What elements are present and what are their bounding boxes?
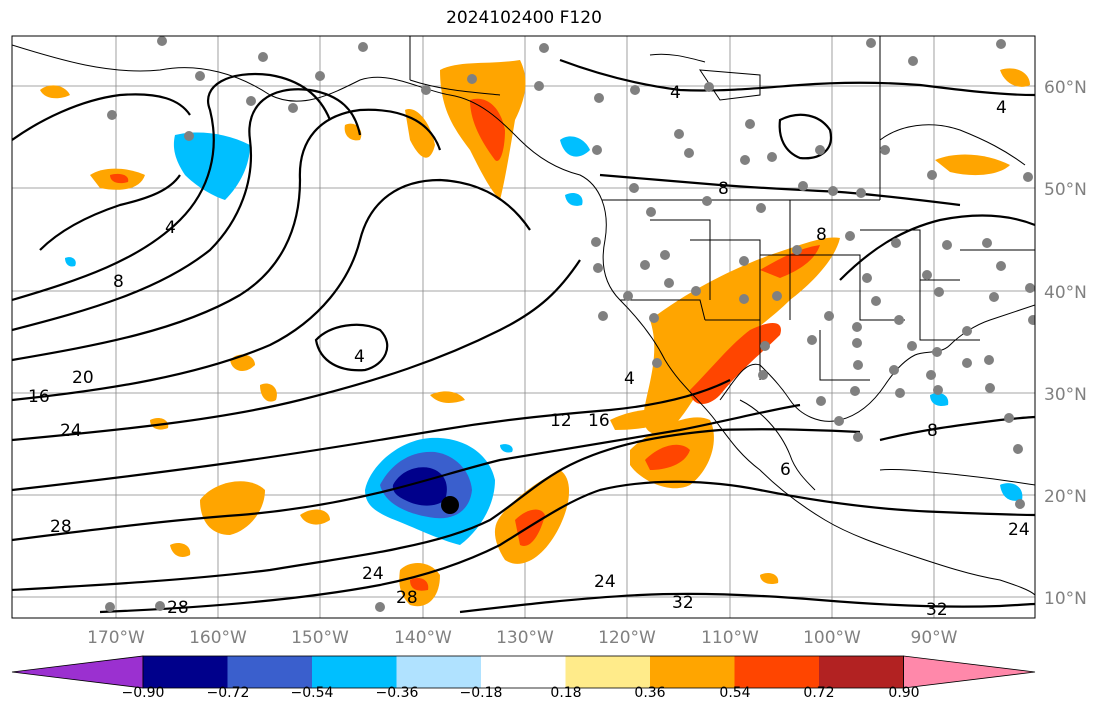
contour-label: 32 bbox=[926, 600, 948, 620]
colorbar-segment bbox=[143, 656, 228, 688]
contour-label: 6 bbox=[780, 460, 791, 480]
lat-label: 20°N bbox=[1044, 487, 1087, 507]
contour-label: 4 bbox=[996, 98, 1007, 118]
colorbar-label: 0.18 bbox=[550, 685, 581, 701]
lat-label: 40°N bbox=[1044, 283, 1087, 303]
colorbar-segment bbox=[903, 655, 1036, 689]
lat-label: 30°N bbox=[1044, 385, 1087, 405]
colorbar-segment bbox=[819, 656, 904, 688]
lon-label: 140°W bbox=[394, 628, 452, 648]
colorbar-segment bbox=[481, 656, 566, 688]
contour-label-group: 8 4 20 16 24 28 28 24 28 12 16 24 32 32 … bbox=[28, 83, 1030, 620]
colorbar-label: 0.90 bbox=[888, 685, 919, 701]
colorbar-segment bbox=[312, 656, 397, 688]
contour-label: 24 bbox=[60, 421, 82, 441]
contour-label: 28 bbox=[396, 588, 418, 608]
lat-label: 50°N bbox=[1044, 180, 1087, 200]
contour-label: 12 bbox=[550, 411, 572, 431]
contour-label: 8 bbox=[113, 272, 124, 292]
contour-label: 28 bbox=[167, 598, 189, 618]
lat-label: 60°N bbox=[1044, 78, 1087, 98]
negative-shading bbox=[65, 132, 1023, 545]
lon-label: 160°W bbox=[189, 628, 247, 648]
longitude-labels: 170°W 160°W 150°W 140°W 130°W 120°W 110°… bbox=[87, 628, 958, 648]
contour-label: 16 bbox=[28, 387, 50, 407]
lon-label: 90°W bbox=[911, 628, 958, 648]
colorbar-label: −0.18 bbox=[460, 685, 503, 701]
map-frame bbox=[11, 35, 1036, 619]
colorbar-segment bbox=[565, 656, 651, 688]
colorbar bbox=[11, 655, 1036, 689]
contour-label: 24 bbox=[594, 572, 616, 592]
contour-label: 4 bbox=[165, 218, 176, 238]
colorbar-label: 0.72 bbox=[803, 685, 834, 701]
contour-label: 16 bbox=[588, 411, 610, 431]
contour-label: 24 bbox=[362, 564, 384, 584]
contour-lines bbox=[12, 58, 1035, 614]
colorbar-label: −0.90 bbox=[122, 685, 165, 701]
colorbar-segment bbox=[734, 656, 820, 688]
lon-label: 100°W bbox=[803, 628, 861, 648]
station-markers bbox=[105, 36, 1035, 612]
contour-label: 24 bbox=[1008, 520, 1030, 540]
contour-label: 4 bbox=[624, 369, 635, 389]
coastlines bbox=[12, 36, 1035, 596]
latitude-labels: 60°N 50°N 40°N 30°N 20°N 10°N bbox=[1044, 78, 1087, 609]
colorbar-label: −0.36 bbox=[376, 685, 419, 701]
colorbar-frame bbox=[142, 655, 904, 689]
lon-label: 150°W bbox=[291, 628, 349, 648]
colorbar-label: −0.72 bbox=[207, 685, 250, 701]
lon-label: 110°W bbox=[701, 628, 759, 648]
colorbar-segment bbox=[396, 656, 482, 688]
colorbar-label: 0.36 bbox=[634, 685, 665, 701]
colorbar-label: 0.54 bbox=[719, 685, 750, 701]
colorbar-segment bbox=[650, 656, 735, 688]
lon-label: 170°W bbox=[87, 628, 145, 648]
contour-label: 8 bbox=[927, 421, 938, 441]
positive-shading bbox=[40, 60, 1030, 607]
contour-label: 20 bbox=[72, 368, 94, 388]
colorbar-label: −0.54 bbox=[291, 685, 334, 701]
contour-label: 4 bbox=[670, 83, 681, 103]
contour-label: 4 bbox=[354, 347, 365, 367]
colorbar-segment bbox=[11, 655, 144, 689]
contour-label: 8 bbox=[718, 179, 729, 199]
lon-label: 120°W bbox=[598, 628, 656, 648]
contour-label: 8 bbox=[816, 225, 827, 245]
map-title: 2024102400 F120 bbox=[446, 8, 602, 28]
lat-label: 10°N bbox=[1044, 589, 1087, 609]
contour-label: 28 bbox=[50, 517, 72, 537]
lon-label: 130°W bbox=[496, 628, 554, 648]
colorbar-segment bbox=[227, 656, 313, 688]
colorbar-tick-labels: −0.90 −0.72 −0.54 −0.36 −0.18 0.18 0.36 … bbox=[122, 685, 920, 701]
contour-label: 32 bbox=[672, 593, 694, 613]
